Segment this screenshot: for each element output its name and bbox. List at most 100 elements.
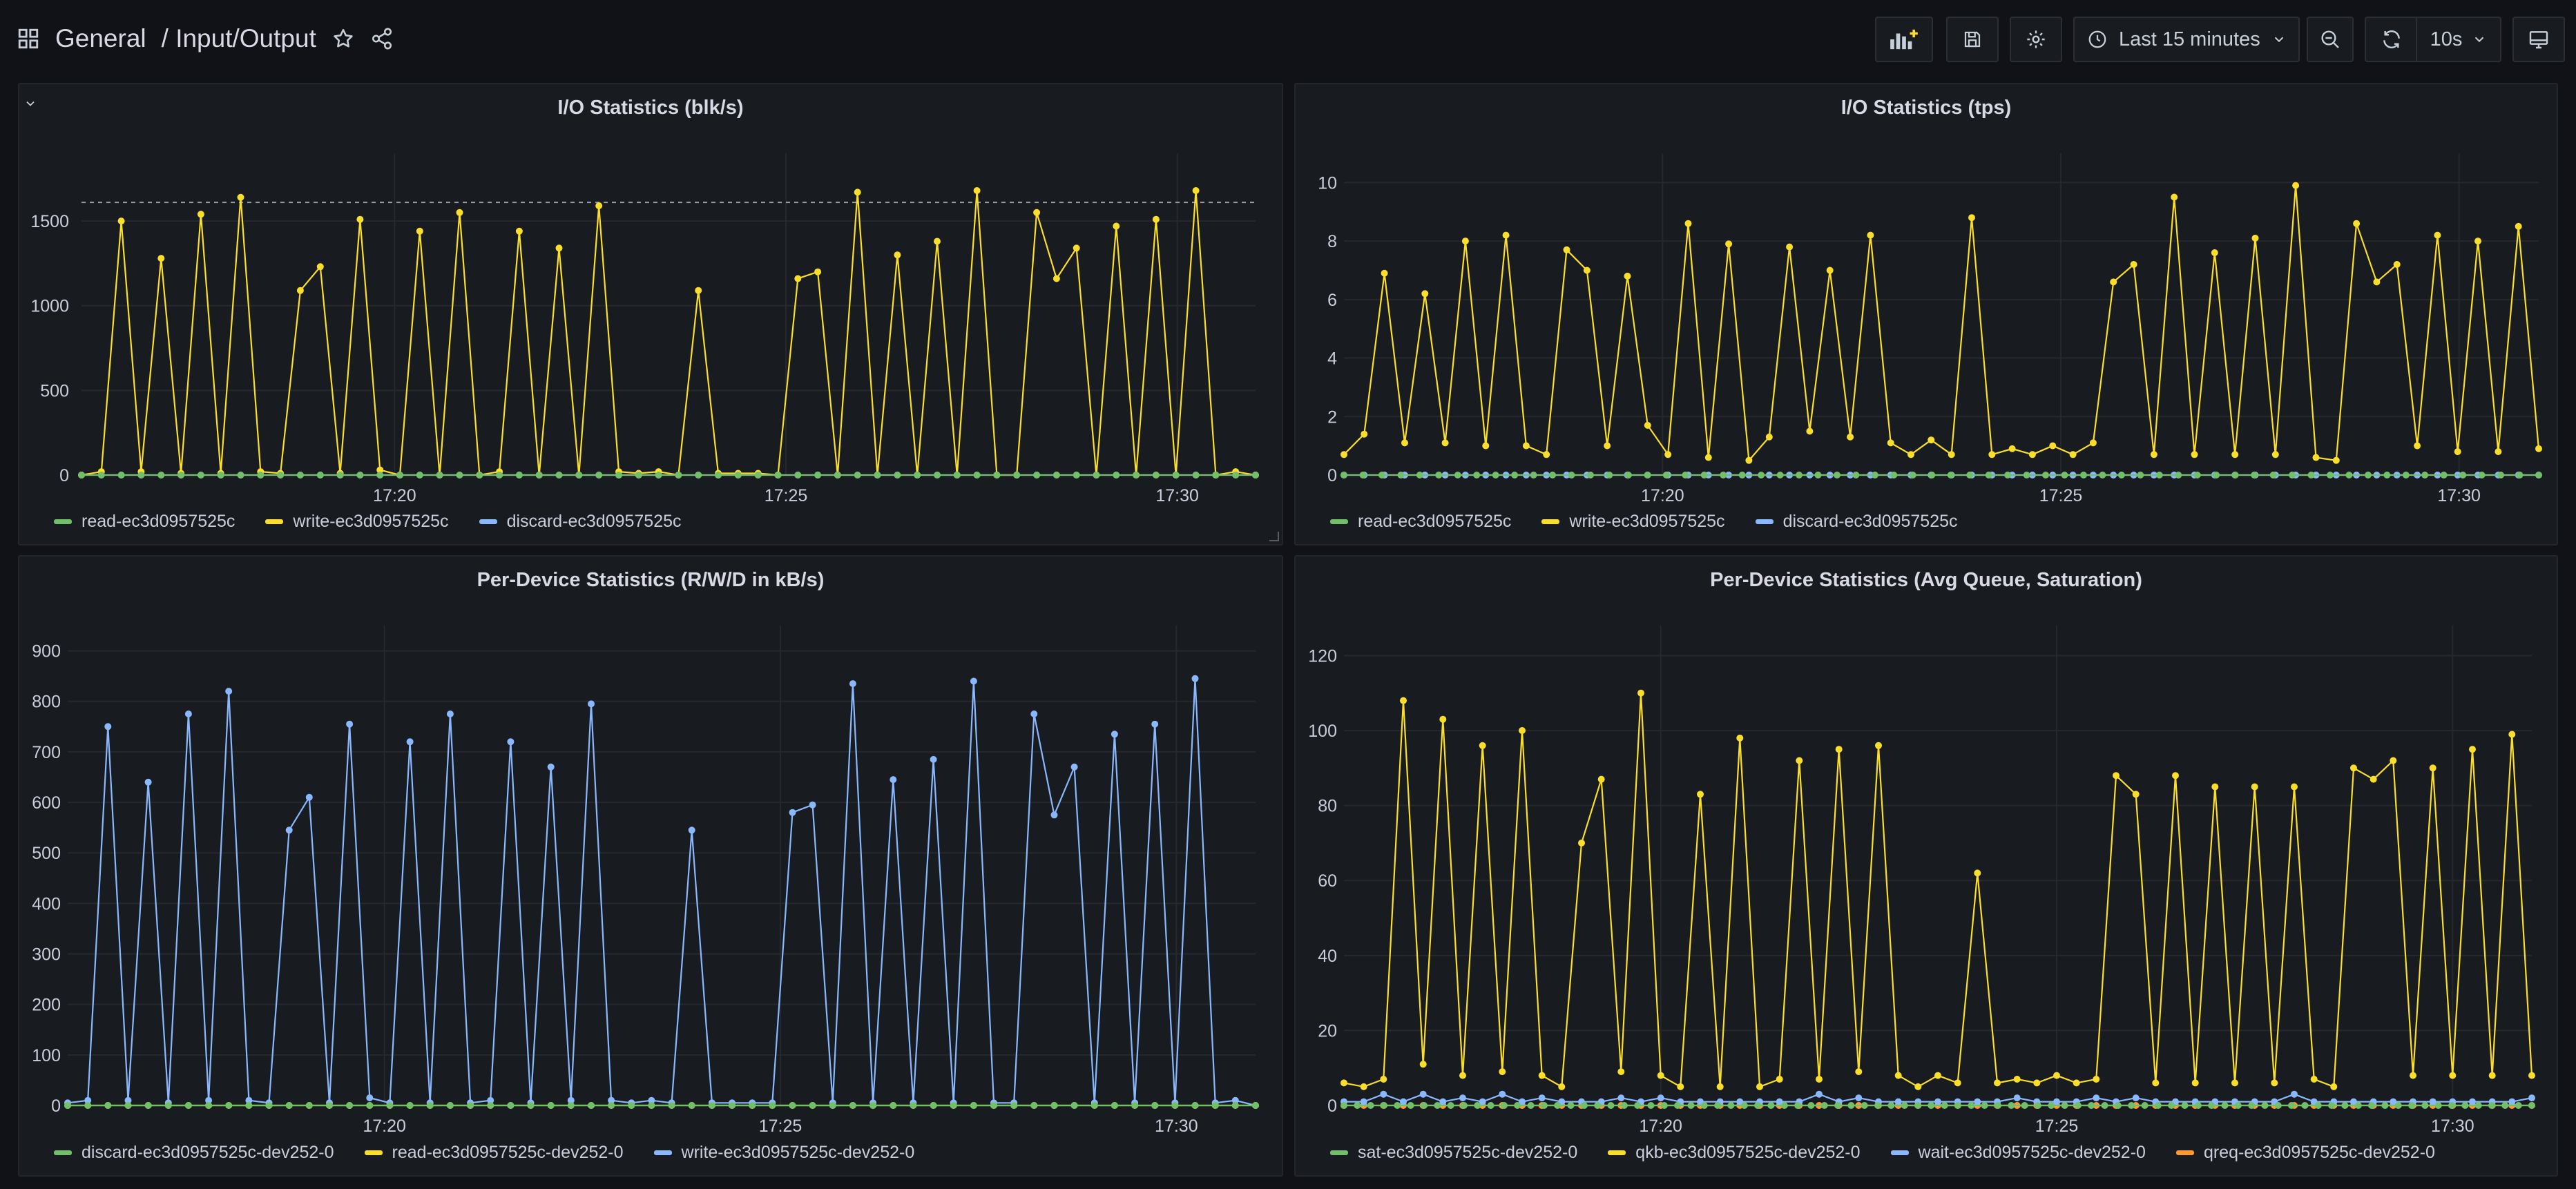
legend-item[interactable]: write-ec3d0957525c-dev252-0 [653,1143,914,1163]
data-point [2113,772,2120,780]
data-point [1687,1102,1695,1109]
data-point [595,202,603,209]
panel-per-device-queue[interactable]: Per-Device Statistics (Avg Queue, Satura… [1294,555,2558,1177]
data-point [2110,278,2117,286]
panel-title[interactable]: Per-Device Statistics (Avg Queue, Satura… [1710,569,2142,591]
dashboard-title[interactable]: / Input/Output [161,24,316,52]
legend-item[interactable]: wait-ec3d0957525c-dev252-0 [1890,1143,2146,1163]
data-point [2073,1079,2080,1087]
settings-button[interactable] [2010,17,2062,62]
chart-per-device-queue[interactable]: 0 20 40 60 80 100 120 17:20 17:25 17:30 [1296,557,2559,1178]
legend: discard-ec3d0957525c-dev252-0 read-ec3d0… [54,1143,914,1163]
data-point [715,472,722,478]
legend-item[interactable]: discard-ec3d0957525c-dev252-0 [54,1143,334,1163]
data-point [1131,1102,1139,1109]
data-point [1796,757,1803,764]
legend-item[interactable]: sat-ec3d0957525c-dev252-0 [1330,1143,1577,1163]
legend-item[interactable]: discard-ec3d0957525c [479,512,682,532]
data-point [1954,1102,1961,1109]
panel-io-blk[interactable]: I/O Statistics (blk/s) 0 500 1000 1500 17:20… [18,83,1283,545]
data-point [2341,1102,2349,1109]
time-range-picker[interactable]: Last 15 minutes [2073,17,2300,62]
legend: sat-ec3d0957525c-dev252-0 qkb-ec3d095752… [1330,1143,2435,1163]
data-point [2535,445,2542,452]
legend-item[interactable]: read-ec3d0957525c [54,512,235,532]
data-point [575,472,583,478]
y-tick-label: 40 [1318,947,1337,966]
legend-item[interactable]: qkb-ec3d0957525c-dev252-0 [1608,1143,1861,1163]
zoom-out-button[interactable] [2307,17,2354,62]
legend-item[interactable]: read-ec3d0957525c-dev252-0 [364,1143,624,1163]
data-point [950,1102,957,1109]
data-point [1834,472,1840,478]
refresh-button[interactable] [2365,17,2417,62]
folder-link[interactable]: General [55,24,146,52]
data-point [1378,472,1385,478]
share-icon[interactable] [370,27,394,50]
data-point [1847,433,1854,441]
apps-icon[interactable] [17,27,40,50]
data-point [1052,472,1060,478]
data-point [1855,1094,1863,1102]
panel-per-device-rwd[interactable]: Per-Device Statistics (R/W/D in kB/s) 0 1… [18,555,1283,1177]
data-point [396,472,403,478]
legend-item[interactable]: discard-ec3d0957525c [1755,512,1958,532]
legend-swatch [653,1150,672,1155]
data-point [356,472,364,478]
data-point [1191,675,1199,682]
chart-io-blk[interactable]: 0 500 1000 1500 17:20 17:25 17:30 [19,84,1285,547]
legend-item[interactable]: read-ec3d0957525c [1330,512,1511,532]
panel-title[interactable]: Per-Device Statistics (R/W/D in kB/s) [477,569,825,591]
chart-io-tps[interactable]: 0 2 4 6 8 10 17:20 17:25 17:30 [1296,84,2559,547]
data-point [890,1102,897,1109]
save-dashboard-button[interactable] [1946,17,1999,62]
legend-item[interactable]: qreq-ec3d0957525c-dev252-0 [2175,1143,2435,1163]
data-point [104,1102,112,1109]
data-point [237,472,244,478]
legend-item[interactable]: write-ec3d0957525c [1541,512,1725,532]
data-point [2211,783,2219,791]
panel-resize-handle[interactable] [1269,532,1279,541]
data-point [2459,472,2467,478]
data-point [1794,1102,1802,1109]
star-icon[interactable] [331,27,355,50]
y-tick-label: 500 [32,844,61,863]
data-point [2373,278,2381,286]
data-point [1460,1102,1468,1109]
data-point [829,1102,836,1109]
data-point [1684,220,1692,227]
panel-title[interactable]: I/O Statistics (tps) [1840,97,2012,119]
add-panel-button[interactable] [1875,17,1933,62]
data-point [1780,1102,1788,1109]
y-tick-label: 60 [1318,871,1337,891]
data-point [1434,1102,1441,1109]
y-tick-label: 120 [1308,646,1337,666]
chevron-down-icon[interactable] [23,97,37,110]
panel-title[interactable]: I/O Statistics (blk/s) [19,97,1282,119]
data-point [1816,1076,1823,1083]
data-point [1767,1102,1775,1109]
chart-per-device-rwd[interactable]: 0 100 200 300 400 500 600 700 800 900 17:20 17:25 17… [19,557,1285,1178]
data-point [2508,1098,2516,1105]
dashboard-navbar: General / Input/Output Last 15 minutes [0,0,2576,77]
data-point [1568,472,1575,478]
data-point [794,275,802,282]
data-point [814,268,822,276]
data-point [2289,472,2296,478]
data-point [296,472,304,478]
y-tick-label: 0 [1327,466,1337,485]
data-point [2251,472,2258,478]
data-point [2307,472,2315,478]
data-point [774,472,782,478]
refresh-interval-picker[interactable]: 10s [2416,17,2501,62]
data-point [1644,472,1651,478]
data-point [1664,451,1672,458]
data-point [2474,1102,2482,1109]
data-point [1867,231,1874,239]
data-point [1890,472,1898,478]
legend-label: qkb-ec3d0957525c-dev252-0 [1635,1143,1861,1162]
panel-io-tps[interactable]: I/O Statistics (tps) 0 2 4 6 8 10 17:20 17:25 17… [1294,83,2558,545]
tv-mode-button[interactable] [2512,17,2565,62]
legend-item[interactable]: write-ec3d0957525c [265,512,449,532]
data-point [615,472,622,478]
